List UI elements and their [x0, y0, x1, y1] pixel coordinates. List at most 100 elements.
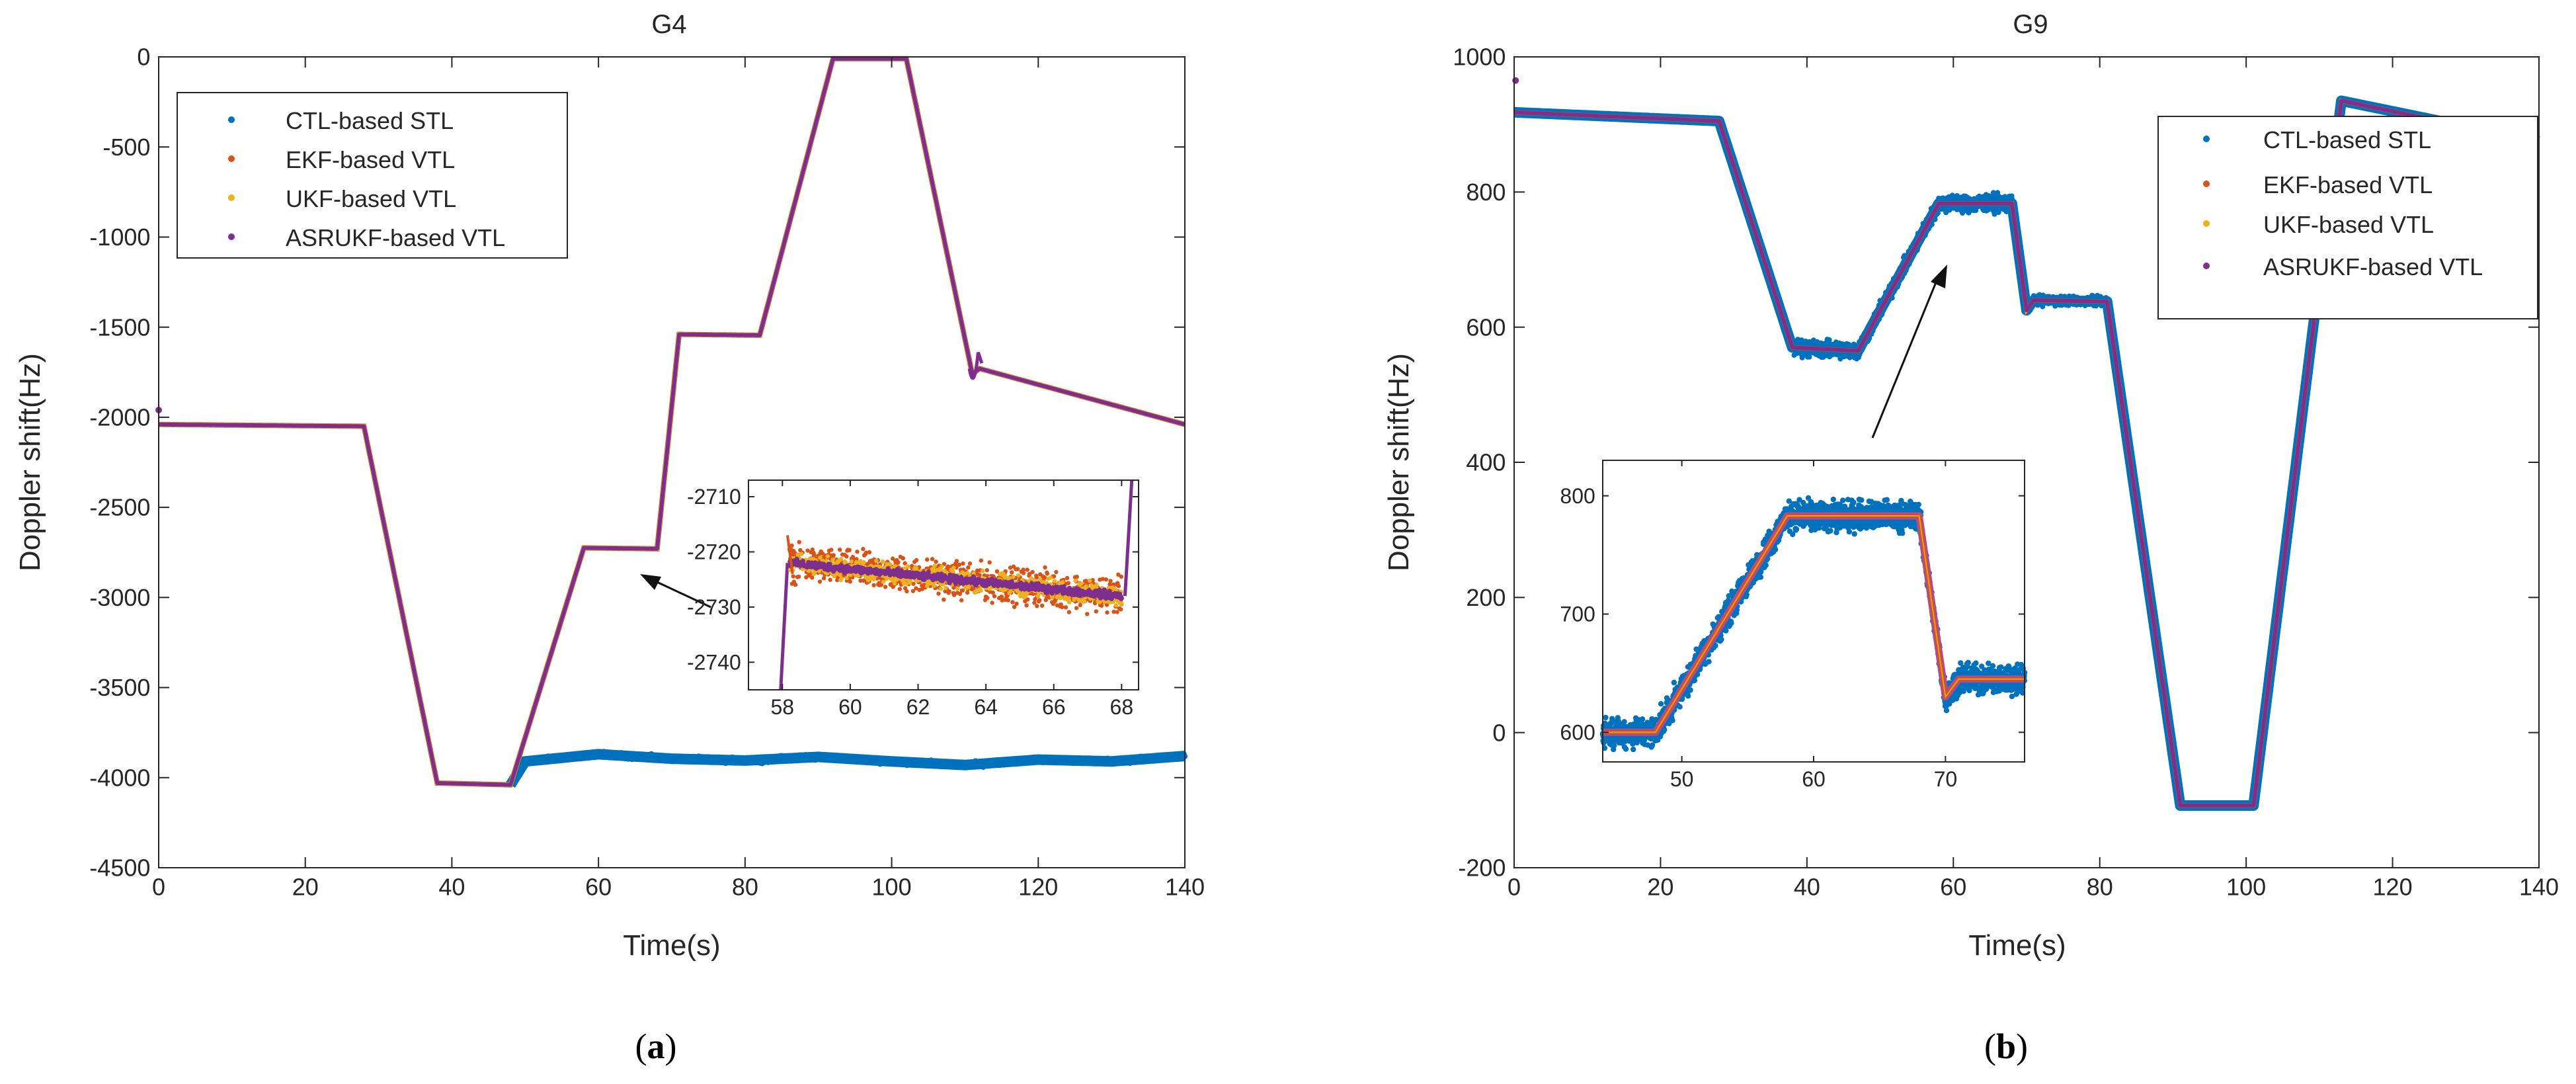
- chart-a-xlabel: Time(s): [623, 929, 720, 962]
- inset-a-ukf-point: [908, 579, 913, 584]
- chart-a-ytick-label: -4500: [89, 855, 150, 882]
- inset-a-ekf-point: [999, 595, 1004, 600]
- ctl-noise-point: [1826, 337, 1832, 343]
- inset-a-ekf-point: [951, 593, 957, 597]
- inset-a-ekf-point: [1108, 579, 1113, 583]
- inset-a-ekf-point: [934, 560, 938, 564]
- inset-a-xtick-label: 66: [1042, 695, 1066, 719]
- asrukf-transient: [967, 352, 984, 380]
- inset-a-ekf-point: [936, 591, 941, 596]
- ctl-noise-point: [2009, 196, 2015, 202]
- inset-a-ekf-point: [1010, 570, 1014, 575]
- asrukf-start-point: [1512, 77, 1519, 84]
- inset-a-ukf-point: [1052, 579, 1057, 583]
- inset-a-ekf-point: [871, 583, 876, 587]
- chart-a-xtick-label: 20: [292, 873, 319, 900]
- inset-a-ukf-point: [944, 585, 948, 591]
- inset-a-ekf-point: [994, 569, 1000, 574]
- inset-a-ekf-point: [1066, 581, 1071, 585]
- legend-b-ctl: CTL-based STL: [2263, 126, 2431, 153]
- chart-a-xtick-label: 60: [585, 873, 612, 900]
- inset-a-ekf-point: [1045, 571, 1050, 576]
- chart-b-xtick-label: 120: [2373, 873, 2413, 900]
- chart-a-data-marks: [155, 56, 1188, 788]
- inset-a-ukf-point: [887, 562, 893, 567]
- inset-a-ekf-point: [1026, 597, 1030, 602]
- inset-a-ekf-point: [954, 559, 959, 563]
- inset-a-ekf-point: [838, 548, 842, 552]
- inset-a-ekf-point: [903, 561, 907, 565]
- inset-a-ytick-label: -2740: [687, 650, 741, 674]
- inset-a-ukf-point: [955, 586, 960, 591]
- inset-a-ekf-point: [1063, 605, 1068, 610]
- chart-a-inset: 58 60 62 64 66 68-2710-2720-2730-2740: [687, 479, 1139, 719]
- inset-a-ekf-point: [1030, 569, 1035, 575]
- inset-b-ctl-point: [1611, 743, 1617, 749]
- caption-a-letter: a: [647, 1026, 665, 1066]
- chart-a-ytick-label: -3500: [89, 674, 150, 701]
- inset-a-ytick-label: -2720: [687, 540, 741, 564]
- chart-a-xtick-label: 140: [1165, 873, 1205, 900]
- inset-a-ekf-point: [831, 553, 836, 558]
- inset-a-ukf-point: [979, 588, 983, 593]
- inset-a-ekf-point: [1006, 598, 1010, 603]
- inset-a-ukf-point: [1016, 573, 1021, 578]
- inset-a-ekf-point: [1065, 575, 1070, 581]
- inset-a-xtick-label: 58: [771, 695, 795, 719]
- inset-a-ekf-point: [1074, 574, 1079, 579]
- inset-a-ekf-point: [957, 591, 963, 597]
- inset-a-ekf-point: [992, 594, 997, 599]
- chart-a-ytick-label: -2000: [89, 403, 150, 431]
- legend-b-ekf: EKF-based VTL: [2263, 171, 2433, 198]
- inset-a-ekf-point: [861, 546, 865, 552]
- chart-a-xtick-label: 120: [1018, 873, 1058, 900]
- inset-a-ekf-point: [810, 547, 815, 552]
- legend-b-marker-ctl: [2203, 136, 2210, 142]
- chart-b-arrowhead: [1931, 265, 1947, 288]
- chart-b-legend: CTL-based STL EKF-based VTL UKF-based VT…: [2157, 116, 2538, 319]
- inset-a-ukf-point: [862, 560, 866, 565]
- chart-b-xtick-label: 40: [1794, 873, 1820, 900]
- inset-a-ekf-point: [1094, 609, 1099, 614]
- panel-a: G4 0 20 40 60 80 100 120 1400-500-1000-1500-200…: [14, 10, 1205, 1066]
- legend-a-ekf: EKF-based VTL: [286, 146, 455, 173]
- inset-a-ekf-point: [914, 586, 918, 591]
- chart-b-xtick-label: 20: [1647, 873, 1673, 900]
- inset-a-asrukf-point: [1119, 596, 1124, 601]
- inset-a-ukf-point: [967, 585, 971, 589]
- chart-b-xtick-label: 140: [2519, 873, 2559, 900]
- inset-a-ekf-point: [967, 561, 973, 566]
- inset-a-ukf-point: [1008, 589, 1014, 593]
- inset-a-ekf-point: [990, 601, 994, 605]
- inset-a-ekf-point: [828, 577, 832, 582]
- chart-a-xtick-label: 40: [438, 873, 465, 900]
- inset-a-ekf-point: [1016, 567, 1020, 571]
- legend-b-marker-ukf: [2203, 220, 2210, 227]
- legend-a-ukf: UKF-based VTL: [286, 185, 456, 212]
- legend-b-marker-asrukf: [2203, 263, 2210, 269]
- inset-a-ekf-point: [905, 589, 909, 594]
- inset-a-rise: [779, 562, 789, 690]
- legend-b-ukf: UKF-based VTL: [2263, 211, 2434, 238]
- inset-a-ekf-point: [1043, 565, 1047, 570]
- inset-a-ekf-point: [805, 548, 810, 553]
- inset-a-ukf-point: [1113, 603, 1118, 608]
- inset-a-ekf-point: [812, 553, 817, 558]
- inset-a-ekf-point: [1116, 583, 1121, 589]
- inset-a-ekf-point: [901, 556, 906, 561]
- inset-a-ukf-point: [1061, 580, 1065, 585]
- inset-a-ekf-point: [1104, 577, 1109, 582]
- inset-a-ukf-point: [938, 586, 944, 591]
- inset-a-ekf-point: [965, 590, 970, 595]
- legend-a-ctl: CTL-based STL: [286, 107, 454, 134]
- inset-a-ukf-point: [881, 579, 886, 584]
- inset-a-ekf-point: [1042, 575, 1047, 580]
- inset-a-ekf-point: [817, 579, 823, 584]
- inset-a-ekf-point: [810, 575, 815, 580]
- panel-b: G9 0 20 40 60 80 100 120 14010008006004002000-2…: [1383, 10, 2559, 1066]
- chart-a-ytick-label: -4000: [89, 764, 150, 791]
- legend-a-marker-ctl: [228, 116, 235, 123]
- inset-b-ctl-point: [1603, 714, 1609, 721]
- inset-a-ekf-point: [891, 556, 895, 561]
- inset-a-ukf-point: [1049, 575, 1053, 580]
